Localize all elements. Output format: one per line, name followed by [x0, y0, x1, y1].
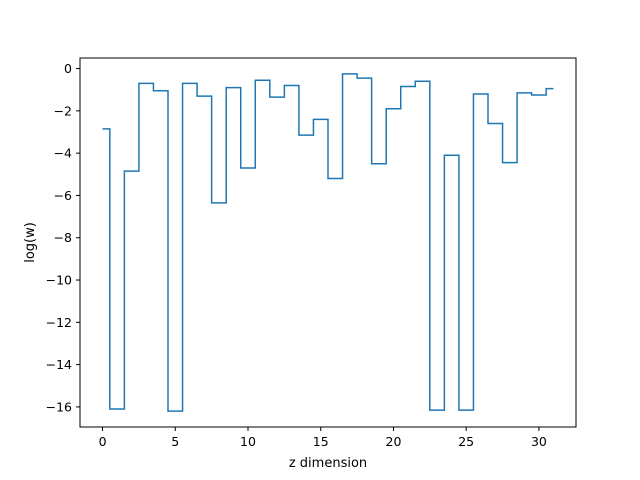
y-axis-label: log(w): [23, 222, 38, 263]
x-axis-ticks: 0 5 10 15 20 25 30: [99, 427, 547, 449]
series-line-0: [102, 73, 554, 412]
x-tick-label: 0: [99, 434, 107, 449]
y-axis-ticks: 0 −2 −4 −6 −8 −10 −12 −14 −16: [46, 61, 80, 414]
y-tick-label: −4: [54, 146, 72, 161]
series-layer: [102, 73, 554, 412]
plot-frame: [79, 57, 577, 428]
x-axis-label: z dimension: [289, 456, 367, 471]
y-tick-label: −16: [46, 399, 72, 414]
y-tick-label: −12: [46, 315, 72, 330]
x-tick-label: 5: [171, 434, 179, 449]
y-tick-label: −2: [54, 103, 72, 118]
y-tick-label: 0: [64, 61, 72, 76]
y-tick-label: −6: [54, 188, 72, 203]
x-tick-label: 20: [386, 434, 402, 449]
x-tick-label: 25: [458, 434, 474, 449]
y-tick-label: −14: [46, 357, 72, 372]
y-tick-label: −8: [54, 230, 72, 245]
x-tick-label: 15: [313, 434, 329, 449]
y-tick-label: −10: [46, 273, 72, 288]
plot-area-background: [80, 58, 576, 427]
x-tick-label: 10: [240, 434, 256, 449]
x-tick-label: 30: [531, 434, 547, 449]
